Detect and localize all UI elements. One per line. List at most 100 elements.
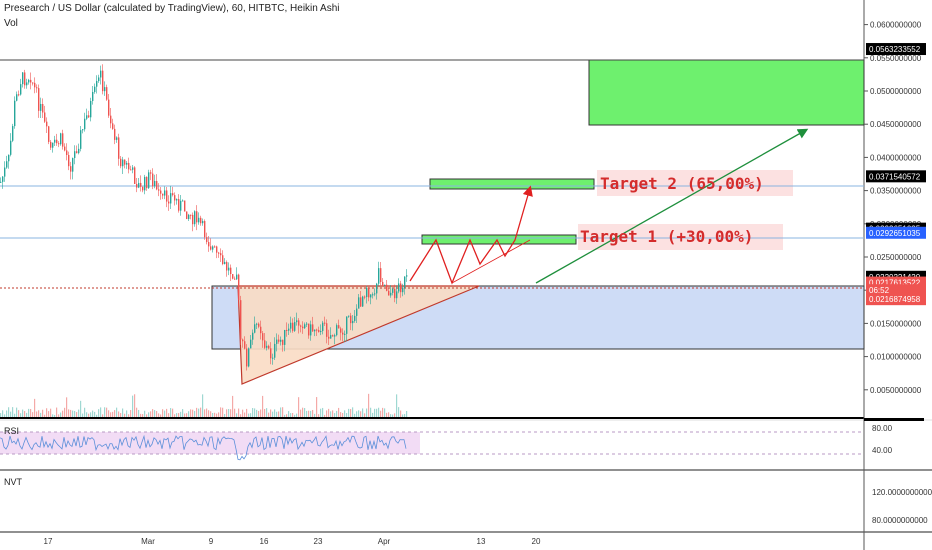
candle-body [374,293,376,295]
candle-body [52,142,54,148]
volume-bar [270,409,272,417]
volume-bar [140,413,142,417]
candle-body [12,126,14,141]
candle-body [172,193,174,196]
candle-body [300,325,302,327]
candle-body [118,137,120,159]
candle-body [228,267,230,271]
candle-body [332,335,334,337]
candle-body [120,158,122,167]
candle-body [322,322,324,331]
candle-body [156,181,158,190]
y-tick-label: 0.0450000000 [870,120,922,129]
volume-bar [264,408,266,417]
volume-bar [20,413,22,417]
volume-bar [142,414,144,417]
volume-bar [114,410,116,417]
candle-body [348,315,350,317]
volume-bar [240,414,242,417]
volume-bar [360,411,362,417]
candle-body [24,72,26,86]
volume-bar [368,393,370,417]
candle-body [254,324,256,333]
candle-body [18,94,20,96]
candle-body [390,292,392,296]
volume-bar [200,407,202,417]
volume-bar [88,413,90,417]
candle-body [354,315,356,321]
candle-body [256,323,258,325]
time-axis: 17 Mar 9 16 23 Apr 13 20 [44,537,541,546]
volume-bar [258,410,260,417]
candle-body [250,339,252,349]
volume-bar [204,409,206,417]
volume-bar [268,412,270,417]
volume-bar [80,400,82,417]
candle-body [4,167,6,177]
candle-body [282,339,284,345]
candle-body [42,104,44,113]
volume-bar [22,409,24,417]
volume-bar [400,410,402,417]
volume-bar [30,409,32,417]
candle-body [336,325,338,336]
volume-bar [274,409,276,417]
candle-body [198,217,200,223]
candle-body [392,288,394,293]
volume-bar [310,410,312,417]
candle-body [190,214,192,216]
candle-body [28,79,30,83]
price-tag [866,170,926,183]
volume-bar [358,410,360,417]
volume-bar [362,408,364,417]
volume-bar [318,414,320,417]
volume-bar [40,412,42,417]
candle-body [10,140,12,155]
volume-bar [76,412,78,417]
candle-body [72,158,74,172]
volume-bar [338,407,340,417]
candle-body [314,329,316,332]
nvt-tick-label: 80.0000000000 [872,516,928,525]
candle-body [218,252,220,254]
volume-bar [108,410,110,417]
candle-body [62,133,64,147]
volume-bar [60,412,62,417]
chart-title: Presearch / US Dollar (calculated by Tra… [4,3,340,14]
candle-body [142,186,144,191]
volume-bar [132,395,134,417]
volume-bar [24,411,26,417]
volume-bar [402,414,404,417]
candle-body [192,214,194,225]
volume-bar [218,412,220,417]
volume-bar [256,409,258,417]
candle-body [38,88,40,111]
y-tick-label: 0.0100000000 [870,353,922,362]
rsi-line [0,434,407,461]
candle-body [102,70,104,92]
volume-bar [212,412,214,417]
volume-bar [38,410,40,417]
volume-bar [64,407,66,417]
candle-body [340,328,342,333]
candle-body [180,200,182,211]
candle-body [294,322,296,331]
candle-body [194,211,196,225]
candle-body [216,246,218,253]
volume-bar [340,412,342,417]
volume-bar [152,409,154,417]
candle-body [178,199,180,211]
volume-bar [184,413,186,417]
candle-body [406,275,408,277]
candle-body [40,104,42,111]
candle-body [112,123,114,129]
candle-body [106,87,108,100]
candle-body [378,268,380,284]
candle-body [306,323,308,325]
candle-body [60,133,62,145]
volume-bar [342,412,344,417]
y-tick-label: 0.0150000000 [870,319,922,328]
volume-bar [392,414,394,417]
